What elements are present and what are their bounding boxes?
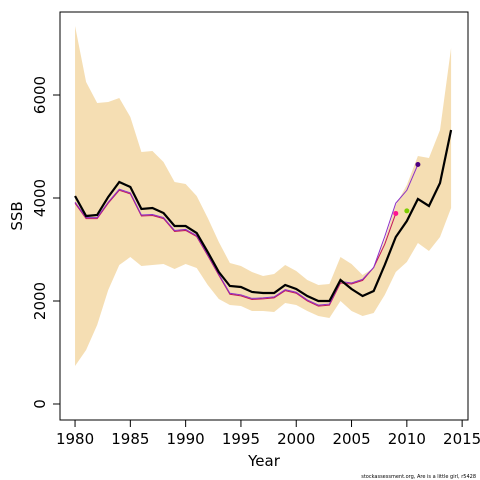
retro-point xyxy=(393,210,399,216)
x-tick-label: 2000 xyxy=(277,430,315,448)
x-tick-label: 1990 xyxy=(167,430,205,448)
plot-frame xyxy=(59,11,469,421)
y-tick-label: 2000 xyxy=(31,282,49,320)
x-tick-label: 1995 xyxy=(222,430,260,448)
y-tick-label: 6000 xyxy=(31,76,49,114)
series-line xyxy=(74,129,453,303)
retro-point xyxy=(415,162,421,168)
y-axis-label: SSB xyxy=(8,201,26,230)
y-tick-label: 4000 xyxy=(31,179,49,217)
x-tick-label: 1980 xyxy=(56,430,94,448)
x-tick-label: 2010 xyxy=(388,430,426,448)
series-line xyxy=(74,164,419,306)
x-tick-label: 2015 xyxy=(443,430,480,448)
footnote: stockassessment.org, Are is a little gir… xyxy=(361,474,476,480)
x-axis-label: Year xyxy=(247,452,281,470)
retro-point xyxy=(404,208,410,214)
series-line xyxy=(74,189,397,307)
x-tick-label: 1985 xyxy=(111,430,149,448)
y-tick-label: 0 xyxy=(31,399,49,409)
x-tick-label: 2005 xyxy=(332,430,370,448)
